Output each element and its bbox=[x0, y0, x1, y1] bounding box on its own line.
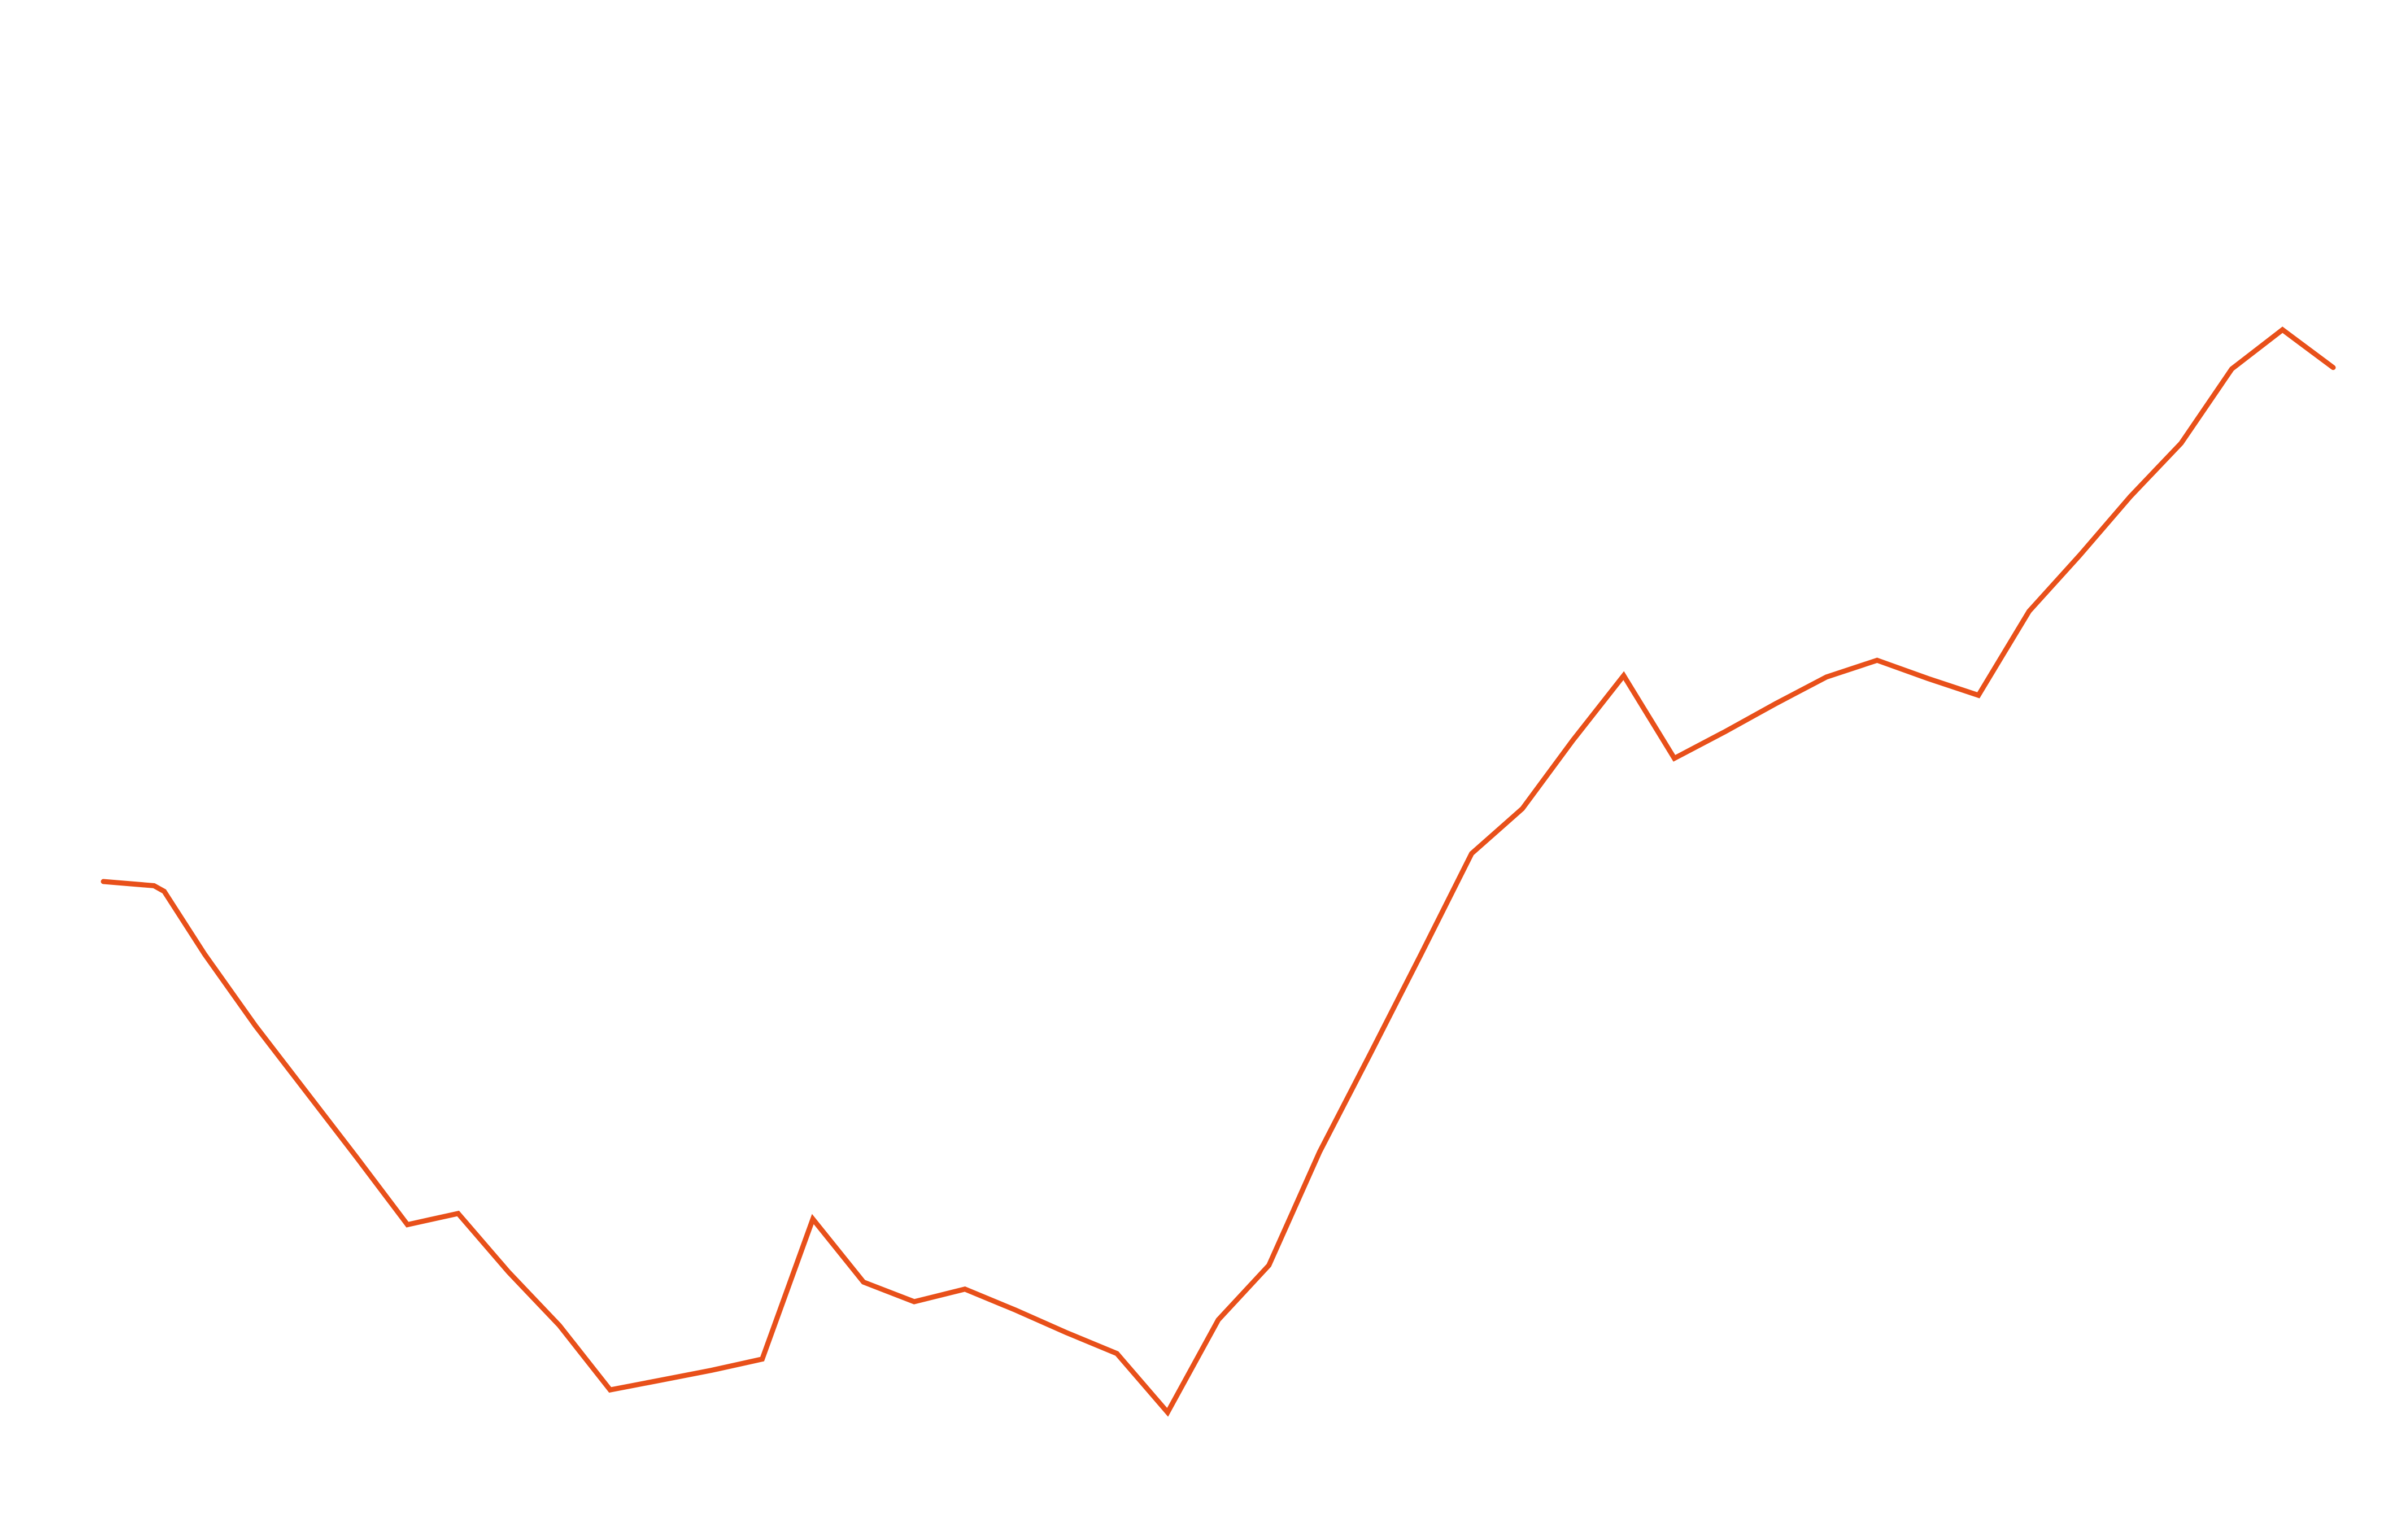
series-layer bbox=[101, 326, 2336, 1417]
series-line-0 bbox=[101, 326, 2336, 1417]
